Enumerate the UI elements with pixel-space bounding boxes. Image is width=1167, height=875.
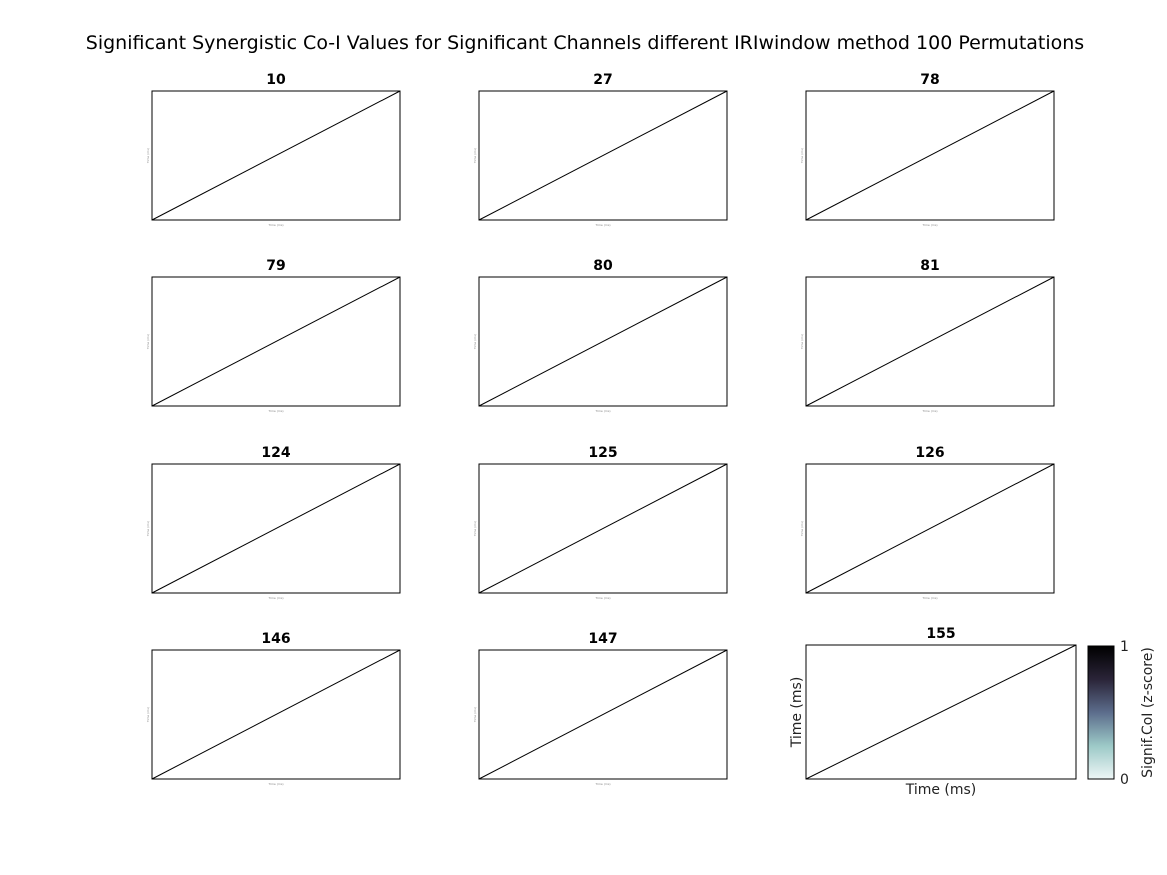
diagonal-line [805, 90, 1055, 221]
x-axis-label: Time (ms) [267, 223, 283, 227]
colorbar-tick-label: 1 [1120, 639, 1129, 655]
subplot-81: 81 Time (ms) Time (ms) [800, 258, 1055, 413]
subplot-126: 126 Time (ms) Time (ms) [800, 445, 1055, 600]
subplot-title: 79 [266, 258, 285, 274]
subplot-155: 155 Time (ms) Time (ms) [789, 626, 1077, 798]
subplot-title: 10 [266, 72, 286, 88]
subplot-title: 27 [593, 72, 612, 88]
y-axis-label: Time (ms) [473, 521, 477, 537]
subplot-title: 125 [588, 445, 617, 461]
colorbar-tick-label: 0 [1120, 772, 1129, 788]
diagonal-line [805, 463, 1055, 594]
y-axis-label: Time (ms) [473, 148, 477, 164]
colorbar-label: Signif.CoI (z-score) [1140, 647, 1156, 778]
x-axis-label: Time (ms) [594, 223, 610, 227]
subplot-147: 147 Time (ms) Time (ms) [473, 631, 728, 786]
x-axis-label: Time (ms) [267, 596, 283, 600]
y-axis-label: Time (ms) [146, 707, 150, 723]
y-axis-label: Time (ms) [146, 148, 150, 164]
subplot-title: 81 [920, 258, 939, 274]
subplot-title: 80 [593, 258, 613, 274]
x-axis-label: Time (ms) [594, 409, 610, 413]
subplot-79: 79 Time (ms) Time (ms) [146, 258, 401, 413]
y-axis-label: Time (ms) [789, 677, 805, 749]
y-axis-label: Time (ms) [800, 521, 804, 537]
x-axis-label: Time (ms) [594, 596, 610, 600]
subplot-title: 155 [926, 626, 955, 642]
subplot-title: 78 [920, 72, 939, 88]
subplot-10: 10 Time (ms) Time (ms) [146, 72, 401, 227]
diagonal-line [151, 276, 401, 407]
x-axis-label: Time (ms) [921, 409, 937, 413]
diagonal-line [151, 90, 401, 221]
subplot-146: 146 Time (ms) Time (ms) [146, 631, 401, 786]
diagonal-line [478, 90, 728, 221]
subplot-27: 27 Time (ms) Time (ms) [473, 72, 728, 227]
colorbar: 0 1 Signif.CoI (z-score) [1087, 639, 1156, 788]
y-axis-label: Time (ms) [800, 334, 804, 350]
x-axis-label: Time (ms) [921, 223, 937, 227]
panel-grid: 10 Time (ms) Time (ms) 27 Time (ms) Time (ms)… [146, 72, 1077, 798]
diagonal-line [478, 276, 728, 407]
diagonal-line [151, 649, 401, 780]
figure-title: Significant Synergistic Co-I Values for … [86, 32, 1084, 54]
x-axis-label: Time (ms) [921, 596, 937, 600]
diagonal-line [151, 463, 401, 594]
x-axis-label: Time (ms) [267, 782, 283, 786]
subplot-125: 125 Time (ms) Time (ms) [473, 445, 728, 600]
y-axis-label: Time (ms) [146, 521, 150, 537]
colorbar-gradient [1087, 645, 1115, 780]
x-axis-label: Time (ms) [594, 782, 610, 786]
subplot-80: 80 Time (ms) Time (ms) [473, 258, 728, 413]
diagonal-line [805, 644, 1077, 780]
x-axis-label: Time (ms) [267, 409, 283, 413]
subplot-78: 78 Time (ms) Time (ms) [800, 72, 1055, 227]
diagonal-line [805, 276, 1055, 407]
subplot-title: 126 [915, 445, 944, 461]
subplot-124: 124 Time (ms) Time (ms) [146, 445, 401, 600]
y-axis-label: Time (ms) [146, 334, 150, 350]
y-axis-label: Time (ms) [800, 148, 804, 164]
y-axis-label: Time (ms) [473, 334, 477, 350]
subplot-title: 124 [261, 445, 290, 461]
subplot-title: 146 [261, 631, 290, 647]
diagonal-line [478, 463, 728, 594]
x-axis-label: Time (ms) [905, 782, 977, 798]
diagonal-line [478, 649, 728, 780]
subplot-title: 147 [588, 631, 617, 647]
y-axis-label: Time (ms) [473, 707, 477, 723]
